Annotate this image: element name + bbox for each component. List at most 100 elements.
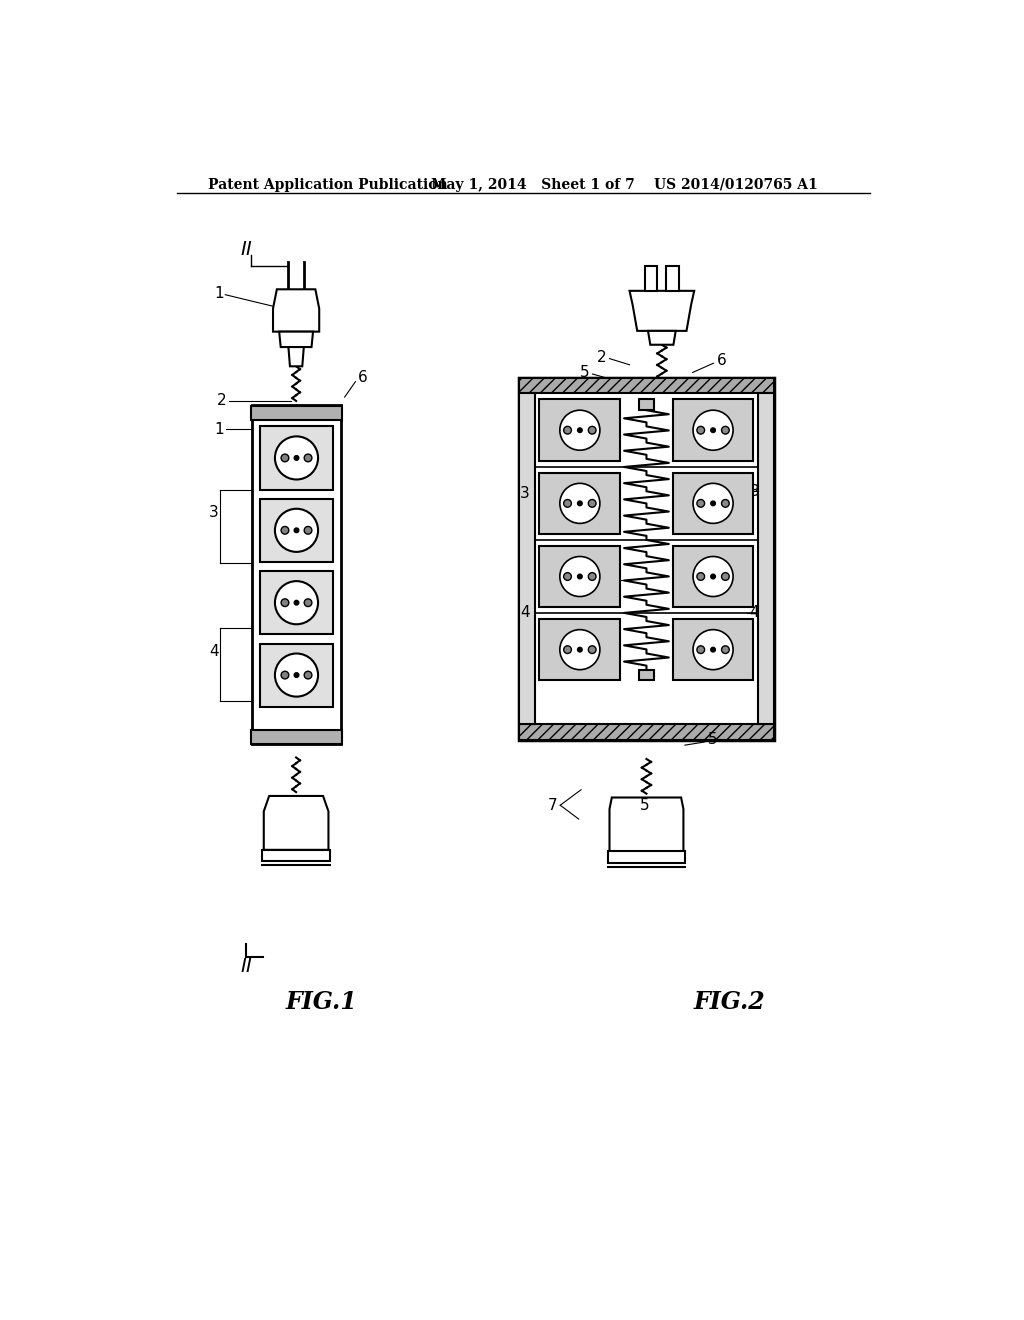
Text: 5: 5 — [640, 797, 650, 813]
Bar — [260, 426, 333, 490]
Circle shape — [697, 426, 705, 434]
Bar — [519, 725, 773, 739]
Text: 5: 5 — [580, 364, 590, 380]
Bar — [260, 572, 333, 635]
Circle shape — [711, 574, 716, 578]
Circle shape — [563, 573, 571, 581]
Polygon shape — [608, 851, 685, 863]
Circle shape — [274, 437, 318, 479]
Circle shape — [693, 630, 733, 669]
Text: 3: 3 — [209, 506, 218, 520]
Circle shape — [304, 527, 312, 535]
Circle shape — [294, 601, 299, 605]
Circle shape — [578, 647, 583, 652]
Circle shape — [274, 653, 318, 697]
Circle shape — [282, 454, 289, 462]
Circle shape — [282, 671, 289, 678]
Bar — [639, 400, 654, 411]
Text: 2: 2 — [597, 350, 606, 364]
Circle shape — [697, 499, 705, 507]
Circle shape — [304, 671, 312, 678]
Circle shape — [578, 574, 583, 578]
Circle shape — [560, 630, 600, 669]
Text: 1: 1 — [214, 285, 224, 301]
Polygon shape — [289, 347, 304, 367]
Bar — [673, 545, 754, 607]
Bar — [540, 400, 621, 461]
Text: FIG.1: FIG.1 — [286, 990, 357, 1014]
Circle shape — [294, 528, 299, 533]
Text: 4: 4 — [520, 605, 529, 620]
Polygon shape — [280, 331, 313, 347]
Bar — [673, 619, 754, 681]
Text: 3: 3 — [520, 486, 529, 500]
Circle shape — [589, 573, 596, 581]
Bar — [639, 669, 654, 681]
Circle shape — [711, 428, 716, 433]
Text: 5: 5 — [708, 733, 718, 747]
Bar — [251, 407, 342, 420]
Circle shape — [589, 499, 596, 507]
Bar — [540, 473, 621, 535]
Circle shape — [697, 573, 705, 581]
Text: 3: 3 — [750, 483, 759, 499]
Text: 1: 1 — [214, 422, 224, 437]
Circle shape — [711, 502, 716, 506]
Circle shape — [563, 645, 571, 653]
Text: $\mathit{II}$: $\mathit{II}$ — [240, 240, 253, 259]
Polygon shape — [273, 289, 319, 331]
Circle shape — [560, 557, 600, 597]
Circle shape — [560, 411, 600, 450]
Circle shape — [304, 599, 312, 607]
Bar — [252, 405, 341, 743]
Circle shape — [294, 455, 299, 461]
Polygon shape — [264, 796, 329, 850]
Text: 8: 8 — [595, 573, 605, 587]
Circle shape — [563, 426, 571, 434]
Bar — [645, 267, 657, 290]
Circle shape — [282, 527, 289, 535]
Bar — [519, 378, 773, 393]
Circle shape — [274, 508, 318, 552]
Bar — [519, 393, 535, 725]
Text: Patent Application Publication: Patent Application Publication — [208, 178, 447, 191]
Bar — [251, 730, 342, 743]
Circle shape — [693, 411, 733, 450]
Circle shape — [282, 599, 289, 607]
Text: FIG.2: FIG.2 — [693, 990, 766, 1014]
Circle shape — [722, 426, 729, 434]
Bar — [260, 644, 333, 706]
Bar — [667, 267, 679, 290]
Text: 2: 2 — [217, 393, 226, 408]
Text: 4: 4 — [750, 605, 759, 620]
Circle shape — [304, 454, 312, 462]
Circle shape — [711, 647, 716, 652]
Text: 6: 6 — [717, 352, 727, 368]
Circle shape — [589, 426, 596, 434]
Polygon shape — [630, 290, 694, 331]
Bar — [673, 473, 754, 535]
Circle shape — [563, 499, 571, 507]
Text: US 2014/0120765 A1: US 2014/0120765 A1 — [654, 178, 818, 191]
Circle shape — [560, 483, 600, 524]
Circle shape — [578, 428, 583, 433]
Circle shape — [722, 499, 729, 507]
Text: 7: 7 — [548, 797, 557, 813]
Bar — [519, 378, 773, 739]
Circle shape — [693, 483, 733, 524]
Circle shape — [589, 645, 596, 653]
Circle shape — [693, 557, 733, 597]
Text: 4: 4 — [209, 644, 218, 659]
Circle shape — [294, 673, 299, 677]
Bar — [540, 545, 621, 607]
Bar — [673, 400, 754, 461]
Circle shape — [578, 502, 583, 506]
Polygon shape — [262, 850, 330, 862]
Bar — [540, 619, 621, 681]
Polygon shape — [648, 331, 676, 345]
Bar — [260, 499, 333, 562]
Text: May 1, 2014   Sheet 1 of 7: May 1, 2014 Sheet 1 of 7 — [431, 178, 635, 191]
Circle shape — [722, 573, 729, 581]
Text: $\mathit{II}$: $\mathit{II}$ — [240, 957, 253, 977]
Circle shape — [697, 645, 705, 653]
